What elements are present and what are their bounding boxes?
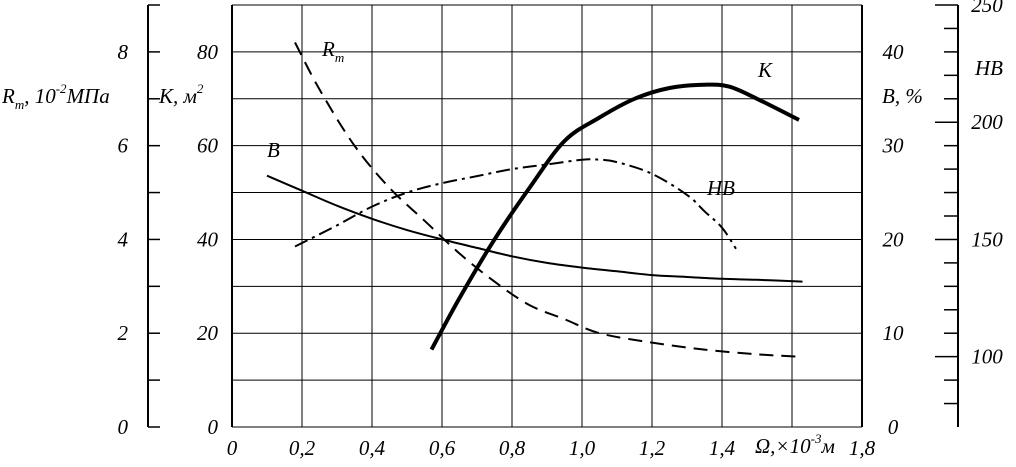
rm-axis-label-sub: т bbox=[15, 97, 24, 112]
series-labels: Rт К В НВ bbox=[267, 37, 773, 200]
series-lines bbox=[266, 42, 803, 358]
hb-tick-label-1: 150 bbox=[971, 227, 1003, 251]
b-tick-label-3: 30 bbox=[882, 134, 905, 158]
axis-lines bbox=[147, 4, 959, 428]
rm-axis-label-main: R bbox=[1, 84, 15, 108]
b-axis-title: В, % bbox=[882, 84, 923, 108]
x-axis-label-unit: м bbox=[820, 434, 834, 458]
hb-tick-label-3: 250 bbox=[971, 0, 1003, 17]
series-line-hb bbox=[294, 158, 737, 250]
rm-axis-label-rest: , 10 bbox=[24, 84, 56, 108]
x-tick-label-2: 0,4 bbox=[359, 436, 386, 460]
x-axis-label-main: Ω,×10 bbox=[755, 434, 811, 458]
series-line-rm bbox=[294, 42, 800, 358]
rm-tick-label-3: 6 bbox=[118, 134, 129, 158]
x-tick-label-5: 1,0 bbox=[569, 436, 596, 460]
tick-labels: 0 0,2 0,4 0,6 0,8 1,0 1,2 1,4 1,8024680204060800… bbox=[118, 0, 1004, 460]
b-tick-label-1: 10 bbox=[883, 321, 905, 345]
x-tick-label-1: 0,2 bbox=[289, 436, 316, 460]
k-tick-label-1: 20 bbox=[197, 321, 219, 345]
b-tick-label-2: 20 bbox=[883, 227, 905, 251]
hb-tick-label-2: 200 bbox=[971, 110, 1003, 134]
x-tick-label-0: 0 bbox=[227, 436, 238, 460]
series-label-hb: НВ bbox=[706, 176, 735, 200]
x-tick-label-7: 1,4 bbox=[709, 436, 736, 460]
x-axis-label-sup: -3 bbox=[811, 431, 822, 446]
x-axis-title: Ω,×10-3м bbox=[753, 430, 849, 460]
x-tick-label-6: 1,2 bbox=[639, 436, 666, 460]
rm-tick-label-1: 2 bbox=[118, 321, 129, 345]
hb-tick-label-0: 100 bbox=[971, 345, 1003, 369]
k-axis-label-sup: 2 bbox=[197, 81, 204, 96]
rm-axis-label-sup: -2 bbox=[56, 81, 67, 96]
svg-text:К, м2: К, м2 bbox=[158, 81, 204, 108]
b-axis-label: В, % bbox=[882, 84, 923, 108]
b-tick-label-4: 40 bbox=[883, 40, 905, 64]
hb-axis-label: НВ bbox=[974, 56, 1003, 80]
series-line-b bbox=[266, 174, 803, 283]
hb-axis-title: НВ bbox=[974, 56, 1003, 80]
k-tick-label-4: 80 bbox=[197, 40, 219, 64]
grid bbox=[231, 4, 863, 428]
series-label-k: К bbox=[757, 58, 773, 82]
rm-tick-label-2: 4 bbox=[118, 227, 129, 251]
series-label-b: В bbox=[267, 138, 280, 162]
x-tick-label-3: 0,6 bbox=[429, 436, 456, 460]
rm-axis-label-unit: МПа bbox=[66, 84, 110, 108]
k-tick-label-2: 40 bbox=[197, 227, 219, 251]
rm-tick-label-4: 8 bbox=[118, 40, 129, 64]
rm-tick-label-0: 0 bbox=[118, 415, 129, 439]
svg-text:Rт, 10-2МПа: Rт, 10-2МПа bbox=[1, 81, 110, 112]
x-tick-label-4: 0,8 bbox=[499, 436, 526, 460]
k-axis-label-main: К, м bbox=[158, 84, 197, 108]
x-tick-label-9: 1,8 bbox=[849, 436, 876, 460]
k-axis-title: К, м2 bbox=[158, 81, 204, 108]
k-tick-label-3: 60 bbox=[197, 134, 219, 158]
b-tick-label-0: 0 bbox=[888, 415, 899, 439]
svg-text:Ω,×10-3м: Ω,×10-3м bbox=[755, 431, 835, 458]
series-line-k bbox=[429, 82, 800, 351]
rm-axis-title: Rт, 10-2МПа bbox=[1, 81, 110, 112]
k-tick-label-0: 0 bbox=[208, 415, 219, 439]
series-label-rm: Rт bbox=[321, 37, 344, 65]
